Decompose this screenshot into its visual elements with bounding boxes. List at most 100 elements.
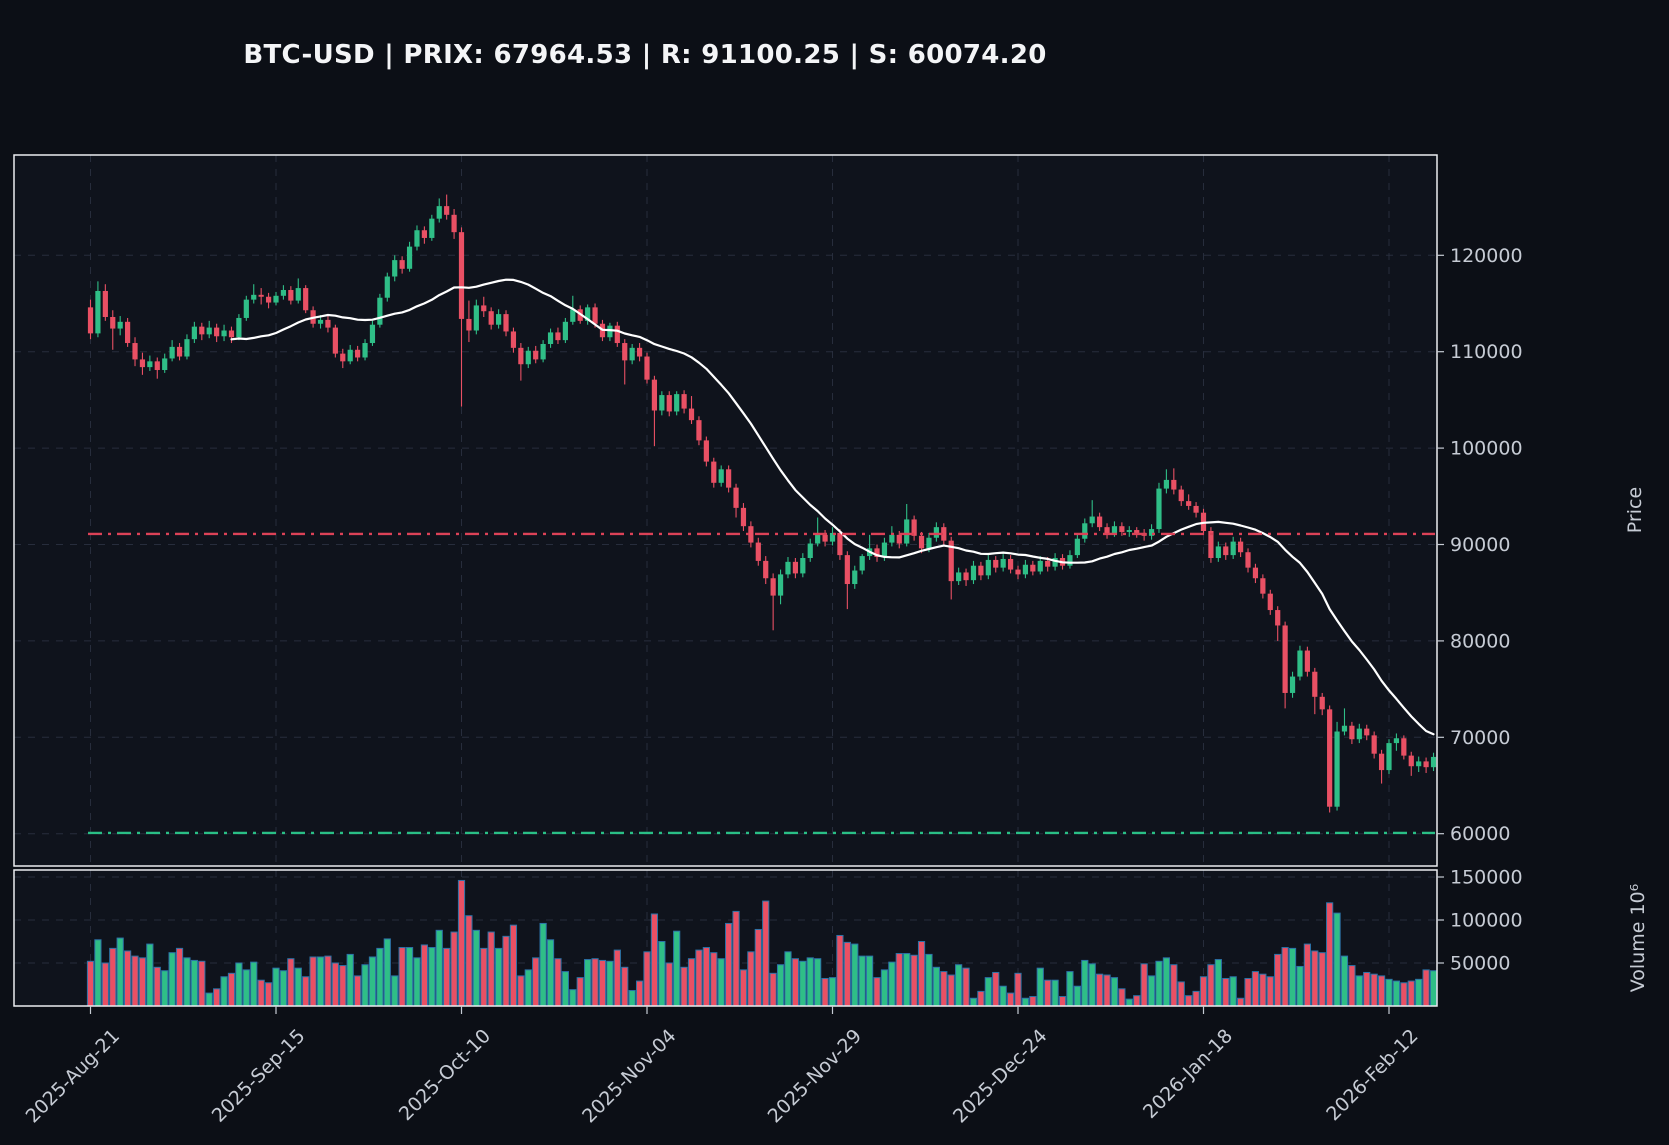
candle-body bbox=[147, 361, 153, 368]
volume-bar bbox=[443, 947, 451, 1007]
volume-bar bbox=[524, 969, 532, 1007]
volume-bar bbox=[86, 960, 95, 1007]
candle-body bbox=[214, 327, 220, 337]
date-tick-label: 2025-Nov-29 bbox=[764, 1025, 866, 1127]
candle-body bbox=[711, 461, 717, 483]
candle-body bbox=[273, 295, 279, 303]
candle-body bbox=[288, 290, 294, 301]
price-tick-label: 120000 bbox=[1450, 245, 1523, 267]
volume-bar bbox=[1348, 965, 1356, 1007]
volume-bar bbox=[124, 950, 132, 1007]
candle-body bbox=[1163, 479, 1169, 489]
volume-bar bbox=[962, 967, 970, 1007]
candle-body bbox=[1364, 728, 1370, 736]
candle-body bbox=[228, 330, 235, 338]
candle-body bbox=[874, 548, 880, 558]
candle-body bbox=[963, 572, 969, 581]
volume-bar bbox=[635, 980, 644, 1007]
volume-tick-label: 50000 bbox=[1450, 953, 1510, 975]
volume-bar bbox=[1214, 959, 1222, 1007]
volume-bar bbox=[880, 969, 889, 1007]
candle-body bbox=[488, 311, 494, 325]
volume-bar bbox=[487, 931, 495, 1007]
candle-body bbox=[807, 543, 813, 558]
volume-bar bbox=[754, 928, 762, 1007]
candle-body bbox=[139, 359, 146, 368]
candle-body bbox=[1022, 564, 1029, 575]
volume-bar bbox=[361, 964, 369, 1007]
volume-bar bbox=[717, 958, 725, 1007]
candle-body bbox=[800, 557, 806, 574]
candle-body bbox=[829, 532, 836, 542]
volume-bar bbox=[220, 976, 228, 1007]
volume-bar bbox=[1036, 967, 1044, 1007]
candle-body bbox=[347, 349, 353, 362]
volume-bar bbox=[1110, 977, 1119, 1007]
candle-body bbox=[1104, 527, 1110, 534]
volume-bar bbox=[955, 964, 963, 1007]
candle-body bbox=[317, 319, 324, 324]
candle-body bbox=[332, 327, 338, 354]
candle-body bbox=[585, 307, 591, 321]
candle-body bbox=[904, 519, 910, 544]
volume-bar bbox=[168, 952, 176, 1007]
candle-body bbox=[785, 561, 791, 575]
candle-body bbox=[95, 290, 101, 334]
volume-bar bbox=[851, 943, 859, 1007]
volume-bar bbox=[1288, 947, 1297, 1007]
volume-bar bbox=[762, 900, 770, 1007]
candle-body bbox=[993, 559, 999, 568]
volume-bar bbox=[190, 959, 198, 1007]
volume-bar bbox=[977, 990, 985, 1007]
candle-body bbox=[889, 534, 895, 543]
candle-body bbox=[496, 314, 502, 325]
volume-bar bbox=[992, 971, 1000, 1007]
candle-body bbox=[733, 487, 739, 508]
volume-bar bbox=[131, 955, 139, 1007]
volume-bar bbox=[1303, 943, 1311, 1007]
volume-bar bbox=[910, 954, 918, 1007]
candle-body bbox=[399, 260, 405, 269]
candle-body bbox=[1371, 735, 1377, 754]
volume-bar bbox=[1355, 975, 1363, 1007]
volume-axis: 50000 100000 150000 Volume 10⁶ bbox=[1437, 867, 1649, 992]
candle-body bbox=[740, 507, 747, 527]
volume-bar bbox=[1296, 965, 1304, 1007]
volume-bar bbox=[331, 962, 339, 1007]
candle-body bbox=[1401, 738, 1407, 756]
candle-body bbox=[651, 379, 658, 411]
volume-bar bbox=[1363, 971, 1371, 1007]
volume-bar bbox=[316, 956, 325, 1007]
volume-bar bbox=[1066, 971, 1074, 1007]
candle-body bbox=[154, 361, 160, 371]
candle-body bbox=[1030, 564, 1036, 572]
volume-bar bbox=[1147, 975, 1156, 1007]
volume-bar bbox=[725, 922, 733, 1007]
candle-body bbox=[592, 307, 598, 324]
volume-bar bbox=[628, 990, 636, 1007]
candle-body bbox=[444, 206, 450, 215]
candle-body bbox=[533, 350, 539, 360]
candle-body bbox=[518, 347, 524, 365]
candle-body bbox=[1037, 560, 1043, 572]
price-tick-label: 60000 bbox=[1450, 823, 1510, 845]
candle-body bbox=[837, 532, 843, 556]
candle-body bbox=[392, 260, 398, 277]
volume-bar bbox=[153, 966, 161, 1007]
candle-body bbox=[933, 527, 939, 538]
x-axis: 2025-Aug-21 2025-Sep-15 2025-Oct-10 2025-No… bbox=[22, 1006, 1423, 1128]
candle-body bbox=[926, 537, 932, 549]
candle-body bbox=[303, 288, 309, 311]
volume-bar bbox=[903, 953, 911, 1007]
volume-bar bbox=[1073, 985, 1081, 1007]
volume-bar bbox=[287, 958, 295, 1007]
candle-body bbox=[1393, 738, 1400, 744]
candle-body bbox=[748, 526, 754, 543]
volume-bar bbox=[294, 967, 302, 1007]
candle-body bbox=[681, 394, 687, 409]
volume-bar bbox=[702, 947, 710, 1007]
volume-bar bbox=[806, 957, 814, 1007]
volume-bar bbox=[1407, 980, 1415, 1007]
candle-body bbox=[570, 309, 576, 322]
